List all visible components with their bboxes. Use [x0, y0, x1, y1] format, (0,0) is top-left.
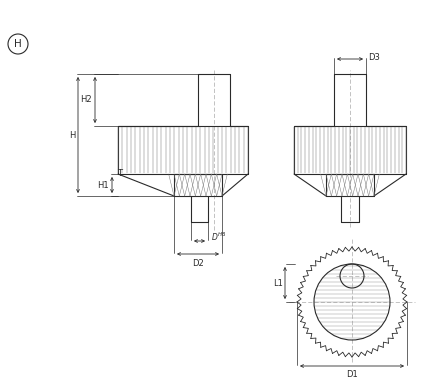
Text: T: T: [117, 169, 122, 179]
Text: H2: H2: [80, 96, 92, 104]
Text: D1: D1: [346, 370, 358, 379]
Text: D2: D2: [192, 259, 204, 268]
Text: H: H: [68, 131, 75, 139]
Text: L1: L1: [273, 278, 283, 288]
Text: $D^{H8}$: $D^{H8}$: [211, 231, 227, 243]
Text: H: H: [14, 39, 22, 49]
Text: H1: H1: [97, 180, 109, 189]
Text: D3: D3: [368, 53, 380, 61]
